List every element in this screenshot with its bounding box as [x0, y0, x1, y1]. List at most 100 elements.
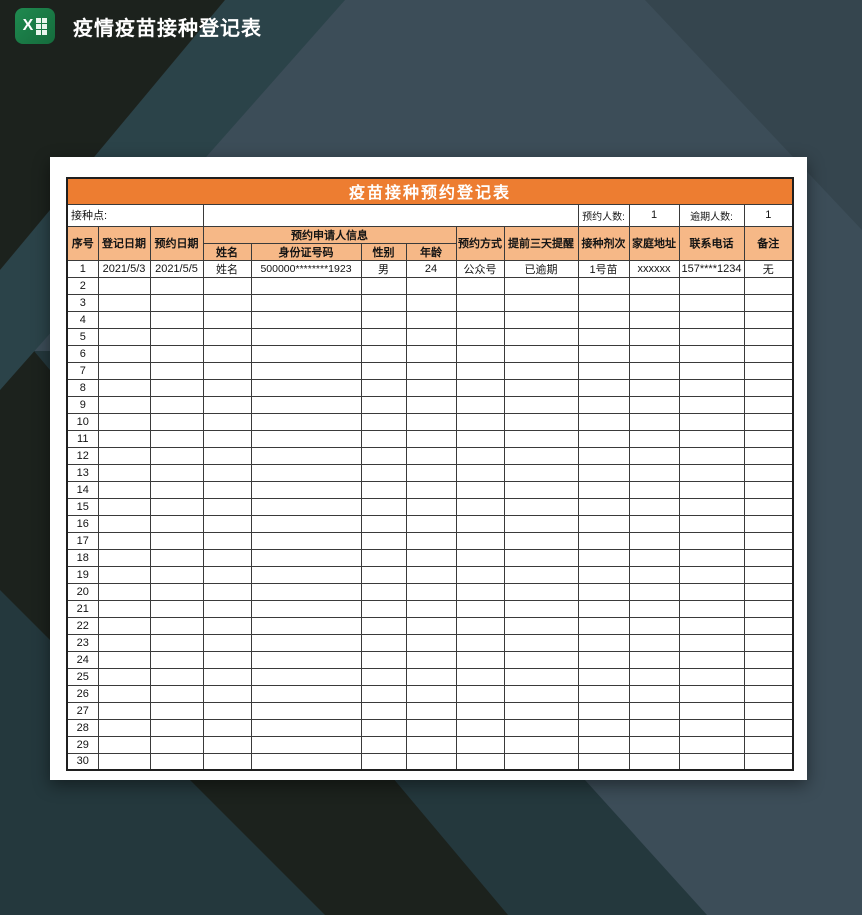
cell[interactable] — [360, 514, 407, 533]
cell[interactable] — [455, 548, 505, 567]
cell[interactable]: 18 — [66, 548, 99, 567]
cell[interactable] — [455, 752, 505, 771]
cell[interactable] — [743, 718, 794, 737]
cell[interactable] — [405, 412, 457, 431]
cell[interactable] — [250, 327, 362, 346]
cell[interactable] — [97, 582, 151, 601]
cell[interactable] — [503, 718, 579, 737]
cell[interactable] — [503, 752, 579, 771]
cell[interactable] — [97, 480, 151, 499]
cell[interactable] — [743, 480, 794, 499]
cell[interactable] — [577, 276, 630, 295]
cell[interactable] — [97, 752, 151, 771]
cell[interactable] — [743, 735, 794, 754]
cell[interactable] — [97, 395, 151, 414]
cell[interactable] — [503, 514, 579, 533]
cell[interactable] — [577, 293, 630, 312]
cell[interactable]: 2 — [66, 276, 99, 295]
cell[interactable] — [577, 667, 630, 686]
cell[interactable] — [202, 599, 252, 618]
cell[interactable] — [628, 344, 680, 363]
cell[interactable] — [628, 582, 680, 601]
cell[interactable]: 17 — [66, 531, 99, 550]
header-method[interactable]: 预约方式 — [455, 225, 505, 261]
cell[interactable] — [743, 667, 794, 686]
cell[interactable] — [678, 548, 745, 567]
cell[interactable] — [743, 599, 794, 618]
cell[interactable] — [250, 650, 362, 669]
header-gender[interactable]: 性别 — [360, 242, 407, 261]
cell[interactable] — [250, 310, 362, 329]
cell[interactable] — [678, 582, 745, 601]
header-applicant-group[interactable]: 预约申请人信息 — [202, 225, 457, 244]
cell[interactable] — [405, 429, 457, 448]
cell[interactable]: 16 — [66, 514, 99, 533]
cell[interactable] — [149, 565, 204, 584]
cell[interactable] — [149, 276, 204, 295]
cell[interactable] — [97, 701, 151, 720]
cell[interactable] — [455, 310, 505, 329]
cell[interactable] — [503, 735, 579, 754]
cell[interactable] — [202, 531, 252, 550]
cell[interactable] — [405, 616, 457, 635]
cell[interactable] — [628, 701, 680, 720]
cell[interactable] — [503, 361, 579, 380]
cell[interactable] — [202, 565, 252, 584]
cell[interactable] — [628, 310, 680, 329]
cell[interactable] — [250, 752, 362, 771]
cell[interactable] — [360, 497, 407, 516]
cell[interactable] — [149, 412, 204, 431]
cell[interactable] — [97, 548, 151, 567]
cell[interactable] — [503, 463, 579, 482]
cell[interactable] — [455, 684, 505, 703]
cell[interactable] — [97, 633, 151, 652]
cell[interactable] — [678, 378, 745, 397]
cell[interactable] — [149, 650, 204, 669]
cell[interactable] — [149, 446, 204, 465]
cell[interactable] — [577, 701, 630, 720]
cell[interactable] — [202, 395, 252, 414]
cell[interactable] — [503, 582, 579, 601]
cell[interactable] — [405, 463, 457, 482]
cell[interactable] — [455, 344, 505, 363]
cell[interactable]: 21 — [66, 599, 99, 618]
cell[interactable] — [628, 650, 680, 669]
overdue-value-cell[interactable]: 1 — [743, 203, 794, 227]
cell[interactable] — [360, 395, 407, 414]
cell[interactable] — [503, 412, 579, 431]
cell[interactable] — [149, 616, 204, 635]
cell[interactable] — [678, 514, 745, 533]
cell[interactable] — [628, 565, 680, 584]
cell[interactable] — [360, 599, 407, 618]
cell[interactable] — [202, 480, 252, 499]
cell[interactable] — [360, 480, 407, 499]
cell[interactable] — [250, 497, 362, 516]
cell[interactable] — [628, 548, 680, 567]
cell[interactable] — [678, 361, 745, 380]
cell[interactable] — [503, 684, 579, 703]
cell[interactable] — [149, 684, 204, 703]
cell[interactable] — [455, 718, 505, 737]
cell[interactable]: 28 — [66, 718, 99, 737]
cell[interactable]: 500000********1923 — [250, 259, 362, 278]
cell[interactable] — [628, 429, 680, 448]
cell[interactable] — [743, 514, 794, 533]
cell[interactable] — [628, 735, 680, 754]
booked-label-cell[interactable]: 预约人数: — [577, 203, 630, 227]
cell[interactable]: 20 — [66, 582, 99, 601]
cell[interactable] — [97, 310, 151, 329]
cell[interactable] — [97, 684, 151, 703]
cell[interactable] — [628, 293, 680, 312]
cell[interactable] — [678, 599, 745, 618]
site-value-cell[interactable] — [202, 203, 579, 227]
cell[interactable] — [455, 701, 505, 720]
cell[interactable] — [577, 310, 630, 329]
cell[interactable] — [743, 276, 794, 295]
cell[interactable] — [149, 701, 204, 720]
cell[interactable] — [678, 752, 745, 771]
cell[interactable] — [577, 463, 630, 482]
cell[interactable] — [149, 497, 204, 516]
cell[interactable] — [743, 463, 794, 482]
cell[interactable] — [202, 310, 252, 329]
cell[interactable] — [202, 446, 252, 465]
